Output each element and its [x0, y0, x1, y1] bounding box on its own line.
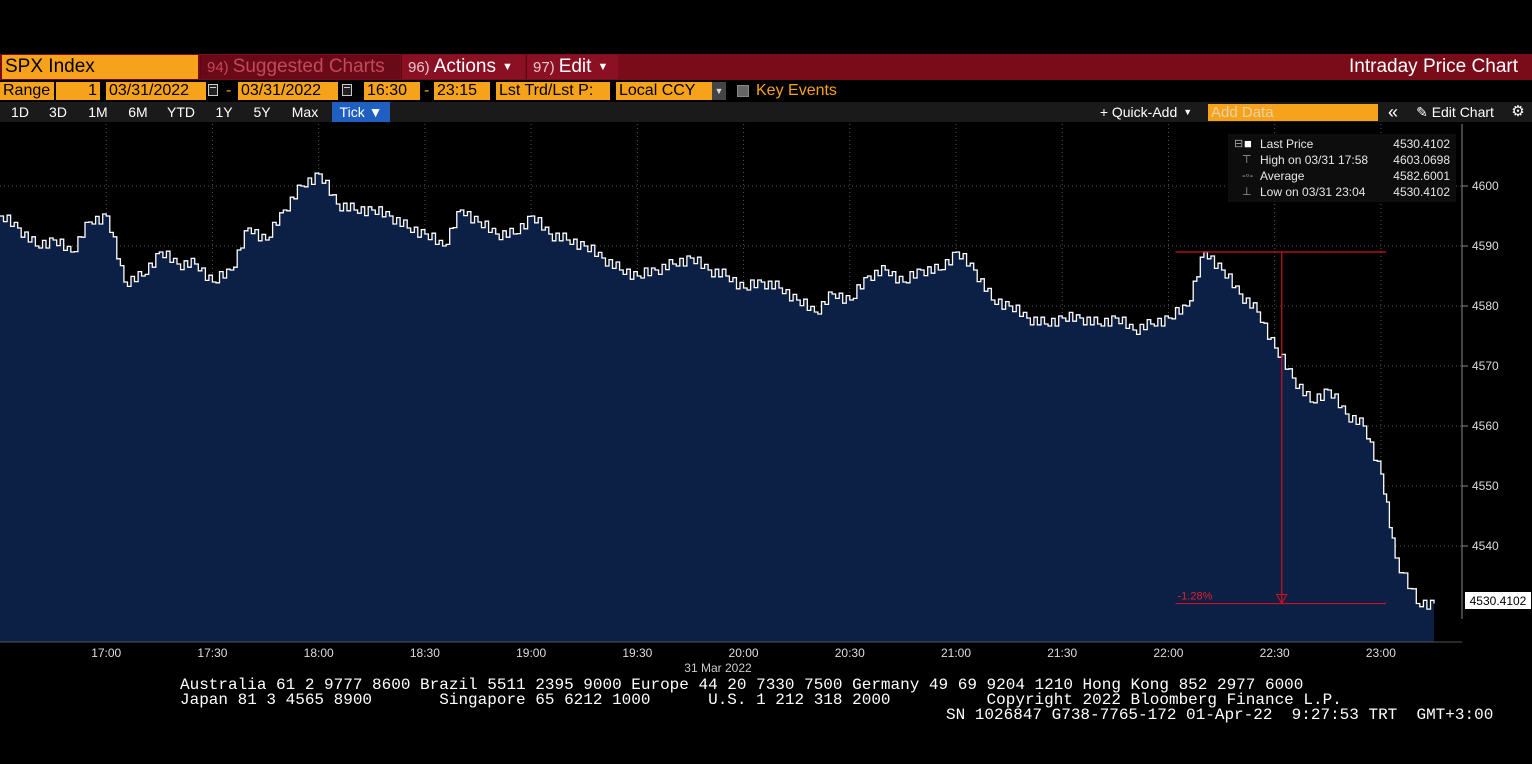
suggested-charts-label: Suggested Charts — [232, 56, 385, 77]
edit-menu-button[interactable]: 97) Edit ▼ — [526, 55, 618, 79]
price-line — [0, 172, 1435, 610]
add-data-input[interactable] — [1208, 104, 1378, 121]
y-tick-label: 4560 — [1472, 419, 1499, 433]
tick-button[interactable]: Tick ▼ — [332, 102, 390, 122]
x-tick-label: 22:30 — [1260, 646, 1290, 660]
x-date-label: 31 Mar 2022 — [684, 661, 752, 675]
end-time-input[interactable]: 23:15 — [434, 82, 490, 100]
end-date-input[interactable]: 03/31/2022 — [238, 82, 338, 100]
pencil-icon: ✎ — [1416, 104, 1428, 120]
date-separator: - — [226, 82, 232, 99]
x-tick-label: 20:30 — [835, 646, 865, 660]
legend-value: 4603.0698 — [1393, 153, 1450, 167]
x-tick-label: 17:30 — [197, 646, 227, 660]
annotation-arrow-icon — [1275, 594, 1288, 605]
chart-legend: ⊟ ■ Last Price 4530.4102 ⊤ High on 03/31… — [1228, 134, 1456, 202]
suggested-charts-button[interactable]: 94) Suggested Charts — [200, 55, 400, 79]
quick-add-caret-icon: ▼ — [1183, 107, 1193, 117]
period-1m-button[interactable]: 1M — [88, 104, 108, 120]
actions-caret-icon: ▼ — [502, 61, 513, 73]
key-events-label: Key Events — [756, 82, 837, 99]
start-time-input[interactable]: 16:30 — [364, 82, 420, 100]
legend-name: Average — [1260, 169, 1305, 183]
x-tick-label: 20:00 — [729, 646, 759, 660]
period-max-button[interactable]: Max — [291, 104, 319, 120]
y-tick-label: 4540 — [1472, 539, 1499, 553]
edit-chart-label: Edit Chart — [1431, 104, 1494, 120]
period-3d-button[interactable]: 3D — [49, 104, 67, 120]
ticker-input[interactable]: SPX Index — [2, 55, 198, 79]
y-tick-label: 4590 — [1472, 239, 1499, 253]
range-label: Range — [0, 82, 54, 100]
y-axis-labels: 4540 4550 4560 4570 4580 4590 4600 — [1472, 179, 1499, 553]
footer-session-line: SN 1026847 G738-7765-172 01-Apr-22 9:27:… — [946, 706, 1494, 724]
currency-select[interactable]: Local CCY — [616, 82, 712, 100]
range-value-input[interactable]: 1 — [56, 82, 100, 100]
edit-caret-icon: ▼ — [597, 61, 609, 73]
actions-label: Actions — [433, 56, 496, 77]
x-tick-label: 18:30 — [410, 646, 440, 660]
edit-chart-button[interactable]: ✎ Edit Chart — [1408, 102, 1502, 122]
suggested-charts-number: 94) — [207, 59, 229, 76]
period-1y-button[interactable]: 1Y — [215, 104, 233, 120]
period-ytd-button[interactable]: YTD — [167, 104, 195, 120]
time-separator: - — [424, 82, 430, 99]
gear-icon[interactable]: ⚙ — [1511, 103, 1525, 120]
actions-menu-button[interactable]: 96) Actions ▼ — [401, 55, 525, 79]
legend-collapse-icon[interactable]: ⊟ — [1234, 138, 1244, 150]
x-tick-label: 22:00 — [1153, 646, 1183, 660]
footer-contacts-line2: Japan 81 3 4565 8900 Singapore 65 6212 1… — [180, 691, 1342, 709]
x-tick-label: 17:00 — [91, 646, 121, 660]
actions-number: 96) — [408, 59, 430, 76]
key-events-checkbox[interactable] — [737, 85, 749, 97]
start-date-input[interactable]: 03/31/2022 — [106, 82, 206, 100]
last-price-tag: 4530.4102 — [1465, 592, 1531, 609]
legend-name: Low on 03/31 23:04 — [1260, 185, 1366, 199]
end-calendar-icon[interactable] — [342, 84, 352, 96]
legend-value: 4582.6001 — [1393, 169, 1450, 183]
annotation-label: -1.28% — [1178, 591, 1213, 603]
high-icon: ⊤ — [1242, 154, 1252, 166]
x-tick-label: 19:30 — [622, 646, 652, 660]
average-icon: -◦- — [1242, 170, 1254, 182]
legend-row-average[interactable]: -◦- Average 4582.6001 — [1228, 168, 1456, 184]
start-calendar-icon[interactable] — [208, 84, 218, 96]
chart-grid — [0, 124, 1468, 642]
quick-add-button[interactable]: + Quick-Add ▼ — [1092, 102, 1200, 122]
collapse-icon[interactable]: « — [1387, 102, 1398, 122]
last-price-icon: ■ — [1244, 136, 1252, 151]
y-tick-label: 4550 — [1472, 479, 1499, 493]
legend-name: High on 03/31 17:58 — [1260, 153, 1369, 167]
period-1d-button[interactable]: 1D — [11, 104, 29, 120]
x-tick-label: 18:00 — [304, 646, 334, 660]
x-tick-label: 21:00 — [941, 646, 971, 660]
edit-label: Edit — [558, 56, 592, 77]
price-type-select[interactable]: Lst Trd/Lst P: — [496, 82, 610, 100]
last-price-label: 4530.4102 — [1470, 594, 1527, 608]
x-axis-labels: 17:00 17:30 18:00 18:30 19:00 19:30 20:00 20:30… — [91, 646, 1396, 660]
x-tick-label: 21:30 — [1047, 646, 1077, 660]
change-annotation: -1.28% — [1175, 251, 1386, 605]
edit-number: 97) — [533, 59, 555, 76]
chart-title: Intraday Price Chart — [1349, 56, 1518, 77]
currency-dropdown-icon[interactable]: ▼ — [712, 82, 726, 100]
legend-name: Last Price — [1260, 137, 1314, 151]
period-5y-button[interactable]: 5Y — [253, 104, 271, 120]
legend-value: 4530.4102 — [1393, 185, 1450, 199]
price-area — [0, 173, 1434, 642]
quick-add-label: + Quick-Add — [1099, 104, 1178, 120]
low-icon: ⊥ — [1242, 186, 1252, 198]
legend-row-high[interactable]: ⊤ High on 03/31 17:58 4603.0698 — [1228, 152, 1456, 168]
y-tick-label: 4570 — [1472, 359, 1499, 373]
footer-contacts-line1: Australia 61 2 9777 8600 Brazil 5511 239… — [180, 676, 1304, 694]
y-tick-label: 4580 — [1472, 299, 1499, 313]
y-tick-label: 4600 — [1472, 179, 1499, 193]
x-tick-label: 23:00 — [1366, 646, 1396, 660]
legend-value: 4530.4102 — [1393, 137, 1450, 151]
legend-row-low[interactable]: ⊥ Low on 03/31 23:04 4530.4102 — [1228, 184, 1456, 200]
legend-row-last-price[interactable]: ⊟ ■ Last Price 4530.4102 — [1228, 136, 1456, 152]
period-6m-button[interactable]: 6M — [128, 104, 148, 120]
x-tick-label: 19:00 — [516, 646, 546, 660]
